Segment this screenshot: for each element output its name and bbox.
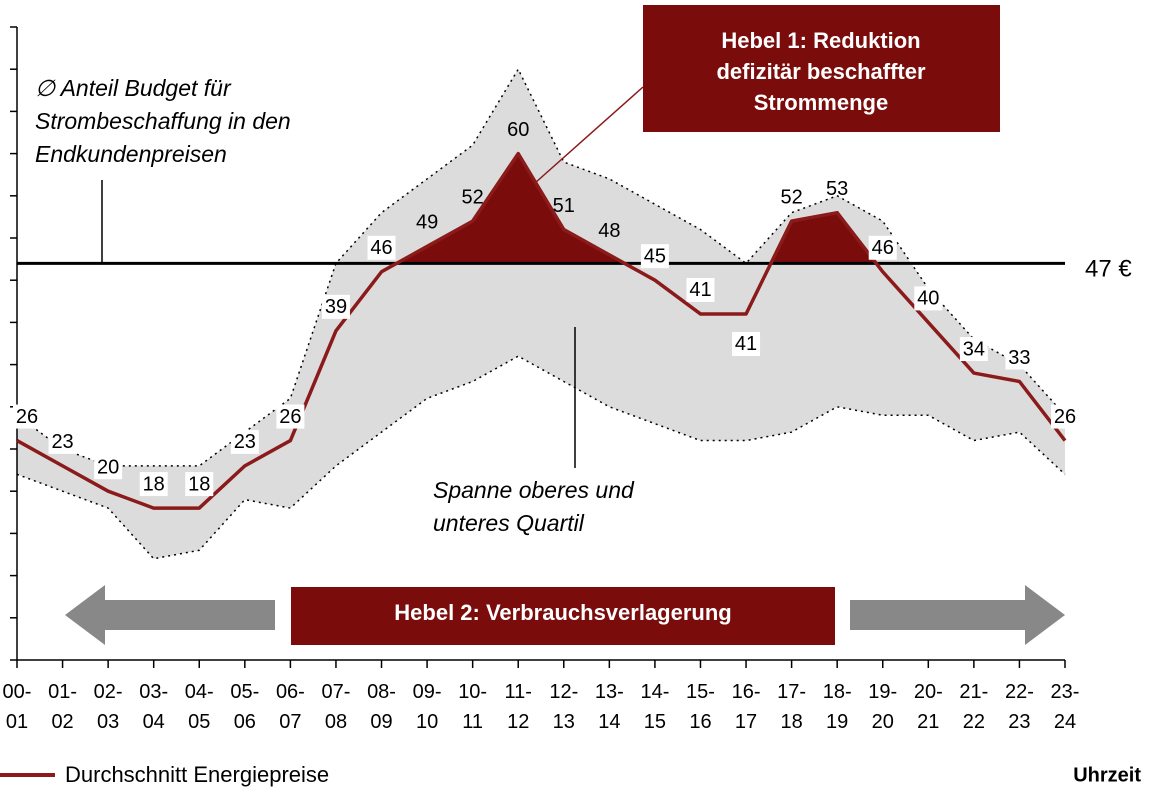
x-tick-label: 16-17 <box>731 681 761 733</box>
x-tick-label: 15-16 <box>686 681 715 733</box>
data-label: 41 <box>735 333 757 355</box>
x-tick-label: 06-07 <box>275 681 305 733</box>
x-tick-label: 10-11 <box>458 681 488 733</box>
pointer-line <box>534 86 644 184</box>
label-bg <box>230 429 259 454</box>
x-tick-label: 22-23 <box>1004 681 1034 733</box>
hebel2-text: Hebel 2: Verbrauchsverlagerung <box>394 600 731 625</box>
legend-label: Durchschnitt Energiepreise <box>65 762 329 787</box>
label-bg <box>185 472 214 497</box>
main-layer: 26 23 20 18 18 23 26 39 46 49 52 60 51 48 45 41 41 52 53 46… <box>10 26 1079 668</box>
x-tick-label: 12-13 <box>549 681 579 733</box>
deficit-area <box>17 153 1065 264</box>
data-label: 40 <box>917 288 939 310</box>
data-label: 33 <box>1008 347 1030 369</box>
x-tick-label: 13-14 <box>594 681 624 733</box>
x-tick-label: 11-12 <box>504 681 532 733</box>
x-tick-label: 05-06 <box>230 681 260 733</box>
annotation: Endkundenpreisen <box>35 141 227 167</box>
x-tick-label: 02-03 <box>93 681 123 733</box>
data-label: 52 <box>462 186 484 208</box>
x-tick-label: 09-10 <box>412 681 442 733</box>
label-bg <box>914 286 943 311</box>
data-label: 41 <box>689 279 711 301</box>
x-tick-label: 01-02 <box>48 681 78 733</box>
label-bg <box>13 404 41 429</box>
label-bg <box>48 429 77 454</box>
label-bg <box>959 337 988 362</box>
data-label: 46 <box>872 237 894 259</box>
data-label: 23 <box>51 431 73 453</box>
data-label: 23 <box>234 431 256 453</box>
threshold-label: 47 € <box>1085 255 1132 282</box>
x-tick-label: 07-08 <box>321 681 351 733</box>
data-label: 49 <box>416 212 438 234</box>
label-bg <box>139 472 168 497</box>
data-label: 34 <box>963 338 985 360</box>
hebel1-text: defizitär beschaffter <box>716 59 925 84</box>
label-bg <box>686 277 715 302</box>
data-label: 45 <box>644 245 666 267</box>
data-label: 18 <box>143 473 165 495</box>
label-bg <box>276 404 305 429</box>
label-bg <box>1051 404 1079 429</box>
data-label: 26 <box>16 406 38 428</box>
label-bg <box>732 331 761 356</box>
data-label: 39 <box>325 296 347 318</box>
band-layer <box>16 67 1066 560</box>
label-bg <box>321 294 350 319</box>
x-tick-label: 17-18 <box>777 681 807 733</box>
arrow-left <box>65 585 275 645</box>
arrow-right <box>850 585 1065 645</box>
quartile-band <box>17 69 1065 559</box>
label-bg <box>640 244 669 269</box>
data-label: 26 <box>1054 406 1076 428</box>
x-tick-label: 21-22 <box>959 681 989 733</box>
hebel2-box <box>291 587 835 645</box>
fill-layer <box>17 153 1065 264</box>
data-label: 18 <box>188 473 210 495</box>
label-bg <box>94 455 123 480</box>
data-label: 60 <box>507 119 529 141</box>
data-label: 46 <box>370 237 392 259</box>
data-label: 51 <box>553 195 575 217</box>
annotation: unteres Quartil <box>433 510 585 536</box>
data-label: 52 <box>780 186 802 208</box>
data-label: 53 <box>826 178 848 200</box>
x-tick-label: 04-05 <box>184 681 214 733</box>
x-tick-label: 14-15 <box>640 681 670 733</box>
hebel1-text: Hebel 1: Reduktion <box>721 28 920 53</box>
x-tick-label: 03-04 <box>139 681 169 733</box>
annotation: Strombeschaffung in den <box>35 108 291 134</box>
annotation: Spanne oberes und <box>433 477 635 503</box>
hebel1-box <box>643 5 1000 132</box>
label-bg <box>1005 345 1034 370</box>
x-axis-label: Uhrzeit <box>1073 764 1141 786</box>
x-tick-label: 23-24 <box>1050 681 1080 733</box>
upper-quartile <box>16 67 1066 467</box>
x-tick-label: 08-09 <box>367 681 396 733</box>
data-label: 26 <box>279 406 301 428</box>
x-tick-label: 00-01 <box>2 681 32 733</box>
x-tick-label: 19-20 <box>868 681 898 733</box>
x-tick-label: 20-21 <box>913 681 943 733</box>
x-tick-label: 18-19 <box>822 681 852 733</box>
hebel1-text: Strommenge <box>754 90 888 115</box>
label-bg <box>868 235 897 260</box>
label-bg <box>367 235 396 260</box>
average-line <box>16 151 1067 510</box>
annotation: ∅ Anteil Budget für <box>35 75 232 101</box>
data-label: 48 <box>598 220 620 242</box>
data-label: 20 <box>97 456 119 478</box>
